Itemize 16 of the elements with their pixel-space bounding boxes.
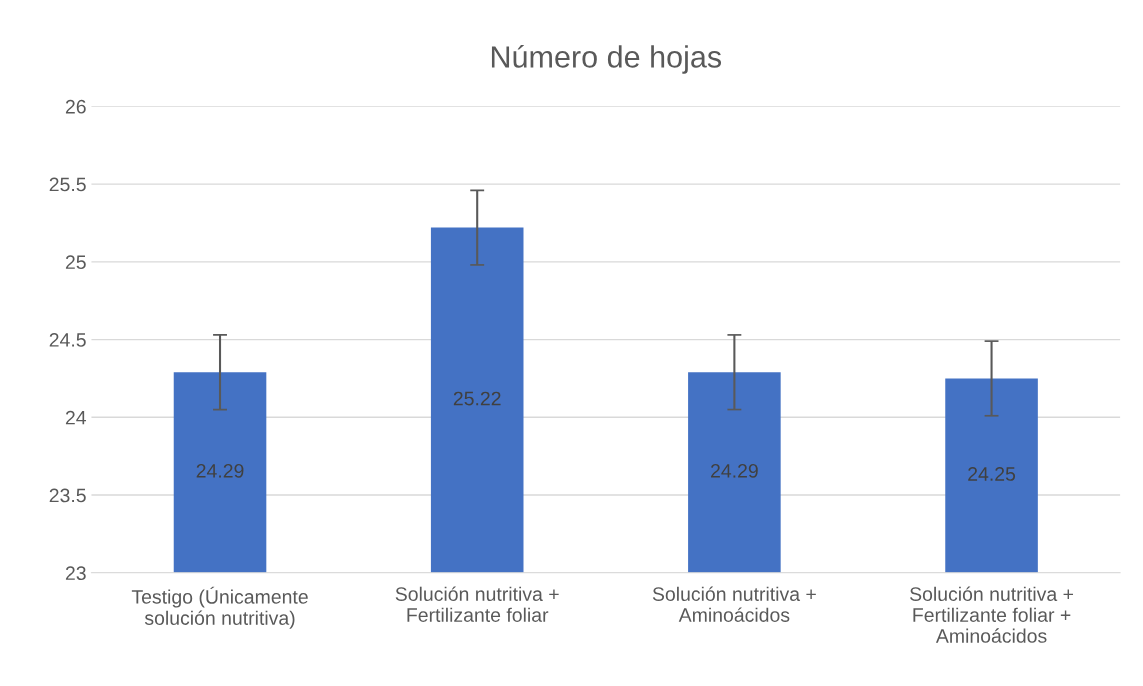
x-tick-label: Solución nutritiva + Aminoácidos (652, 586, 816, 622)
data-label: 24.25 (968, 467, 1016, 481)
y-tick-label: 25 (65, 255, 86, 270)
y-tick-label: 23.5 (49, 488, 86, 503)
y-tick-label: 25.5 (49, 177, 86, 192)
x-tick-label: Solución nutritiva + Fertilizante foliar + Aminoácidos (910, 586, 1074, 643)
x-tick-label: Testigo (Únicamente solución nutritiva) (131, 586, 308, 629)
y-tick-label: 23 (65, 566, 86, 581)
y-tick-label: 26 (65, 99, 86, 114)
data-label: 24.29 (196, 463, 244, 478)
chart-title: Número de hojas (491, 44, 722, 74)
y-tick-label: 24 (65, 410, 87, 425)
data-label: 25.22 (453, 391, 501, 406)
y-tick-label: 24.5 (49, 333, 86, 347)
data-label: 24.29 (711, 463, 758, 478)
x-tick-label: Solución nutritiva + Fertilizante foliar (395, 586, 559, 622)
